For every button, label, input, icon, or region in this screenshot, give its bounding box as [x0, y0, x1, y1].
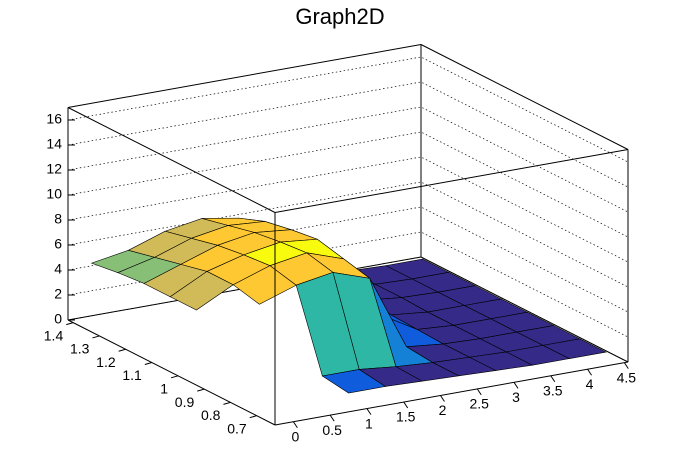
y-tick	[170, 375, 179, 379]
z-tick-label: 8	[54, 211, 62, 227]
y-tick-label: 1	[160, 381, 168, 397]
y-tick	[249, 415, 257, 419]
x-tick	[440, 395, 445, 402]
z-tick-label: 12	[46, 161, 62, 177]
x-tick-label: 1	[365, 415, 373, 431]
x-tick	[587, 368, 592, 376]
grid-line	[67, 156, 629, 263]
grid-line	[67, 256, 629, 363]
grid-line	[67, 81, 629, 188]
grid-line	[67, 231, 629, 338]
x-tick-label: 3	[512, 389, 520, 405]
x-tick	[292, 421, 298, 428]
grid-line	[67, 206, 629, 313]
y-tick	[223, 401, 231, 405]
y-tick	[197, 388, 205, 392]
z-tick-label: 4	[54, 261, 62, 277]
x-tick	[403, 401, 409, 409]
grid-line	[67, 181, 629, 288]
y-tick-label: 1.3	[70, 341, 90, 357]
y-tick-label: 0.9	[175, 394, 195, 410]
z-tick-label: 14	[46, 136, 62, 152]
y-tick	[144, 362, 152, 366]
x-tick	[623, 362, 629, 369]
y-tick-label: 0.7	[227, 420, 247, 436]
x-tick	[329, 414, 335, 422]
chart-title: Graph2D	[295, 4, 384, 29]
box-edge	[67, 44, 422, 108]
y-tick	[118, 348, 126, 352]
box-edge	[274, 149, 629, 213]
y-tick-label: 1.4	[44, 327, 64, 343]
y-tick-label: 1.2	[96, 354, 116, 370]
x-tick-label: 4.5	[617, 369, 637, 385]
grid-line	[67, 56, 629, 163]
z-tick-label: 16	[46, 111, 62, 127]
z-tick-label: 2	[54, 286, 62, 302]
z-tick-label: 0	[54, 311, 62, 327]
x-tick	[513, 382, 519, 389]
surface-cell	[321, 369, 387, 394]
z-tick-label: 6	[54, 236, 62, 252]
x-tick-label: 3.5	[543, 382, 563, 398]
x-tick-label: 1.5	[396, 409, 416, 425]
y-tick	[92, 335, 100, 339]
x-tick	[476, 388, 482, 396]
x-tick-label: 2.5	[470, 396, 490, 412]
grid-line	[67, 131, 629, 238]
grid-line	[67, 106, 629, 213]
box-edge	[420, 44, 629, 150]
y-tick	[66, 322, 74, 326]
box-edge	[274, 361, 629, 426]
z-tick-label: 10	[46, 186, 62, 202]
x-tick-label: 0	[291, 428, 299, 444]
x-tick-label: 4	[586, 376, 594, 392]
x-tick	[550, 375, 556, 383]
x-tick	[366, 408, 372, 415]
y-tick-label: 1.1	[122, 367, 142, 383]
x-tick-label: 2	[439, 402, 447, 418]
box-edge	[67, 319, 276, 426]
y-tick-label: 0.8	[201, 407, 221, 423]
box-edge	[67, 107, 276, 213]
x-tick-label: 0.5	[322, 422, 342, 438]
